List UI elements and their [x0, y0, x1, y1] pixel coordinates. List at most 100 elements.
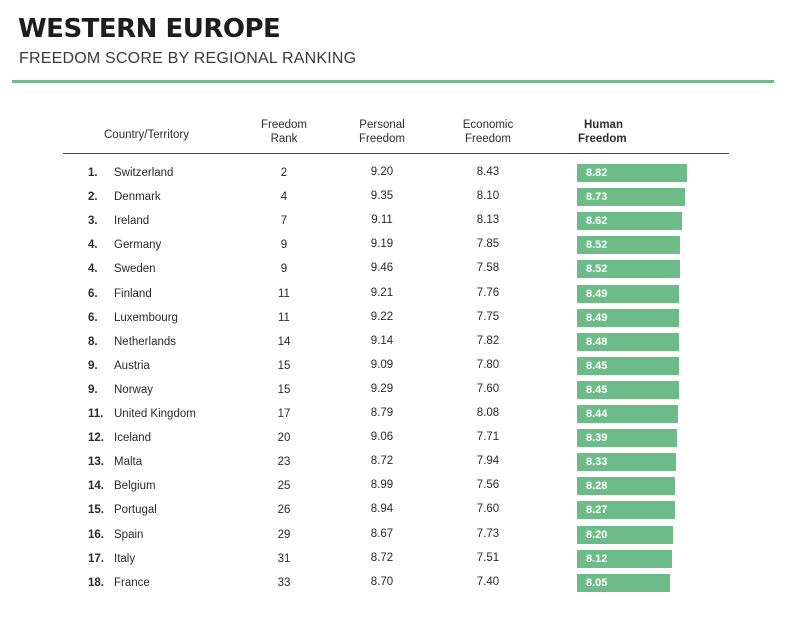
row-country: Denmark — [114, 191, 161, 204]
header-economic-line1: Economic — [462, 119, 514, 131]
row-human-freedom: 8.45 — [586, 383, 608, 396]
row-human-freedom: 8.28 — [586, 480, 608, 493]
human-freedom-bar — [577, 501, 675, 520]
row-freedom-rank: 4 — [280, 191, 288, 204]
row-freedom-rank: 33 — [277, 576, 291, 589]
row-human-freedom: 8.73 — [586, 191, 608, 204]
row-economic-freedom: 7.56 — [476, 479, 500, 492]
row-rank: 11. — [88, 408, 104, 420]
row-country: Norway — [114, 383, 153, 396]
row-personal-freedom: 8.72 — [370, 551, 394, 564]
human-freedom-bar — [577, 549, 672, 568]
row-economic-freedom: 7.85 — [476, 238, 500, 251]
row-personal-freedom: 8.70 — [370, 575, 394, 588]
table-row: 12. Iceland 20 9.06 7.71 8.39 — [0, 428, 786, 452]
row-country: Spain — [114, 528, 144, 541]
header-economic-line2: Freedom — [464, 133, 512, 145]
row-country: France — [114, 576, 150, 589]
row-country: Belgium — [114, 480, 156, 493]
row-human-freedom: 8.44 — [586, 408, 608, 420]
row-rank: 4. — [88, 263, 98, 276]
table-row: 6. Finland 11 9.21 7.76 8.49 — [0, 284, 786, 308]
row-economic-freedom: 8.10 — [476, 190, 500, 203]
header-economic-freedom: Economic Freedom — [453, 118, 523, 146]
row-rank: 6. — [88, 287, 98, 300]
row-country: Ireland — [114, 215, 150, 228]
row-human-freedom: 8.82 — [586, 167, 608, 179]
row-economic-freedom: 8.43 — [476, 166, 500, 178]
row-economic-freedom: 7.58 — [476, 262, 500, 275]
header-personal-line1: Personal — [359, 119, 405, 131]
row-rank: 3. — [88, 215, 98, 228]
page-subtitle: FREEDOM SCORE BY REGIONAL RANKING — [19, 50, 357, 67]
row-economic-freedom: 7.80 — [476, 358, 500, 371]
row-economic-freedom: 7.40 — [476, 575, 500, 588]
header-freedom-rank-line1: Freedom — [260, 119, 308, 131]
title-divider — [12, 80, 774, 83]
row-freedom-rank: 20 — [277, 432, 291, 445]
row-human-freedom: 8.45 — [586, 359, 608, 372]
row-country: Luxembourg — [114, 311, 178, 324]
row-freedom-rank: 11 — [278, 311, 290, 324]
row-freedom-rank: 9 — [280, 263, 288, 276]
row-rank: 4. — [88, 239, 98, 252]
row-freedom-rank: 14 — [277, 335, 291, 348]
row-economic-freedom: 7.71 — [476, 431, 500, 444]
row-country: Sweden — [114, 263, 156, 276]
row-rank: 9. — [88, 359, 98, 372]
row-rank: 1. — [88, 167, 98, 179]
row-rank: 6. — [88, 311, 98, 324]
row-human-freedom: 8.39 — [586, 432, 608, 445]
header-personal-line2: Freedom — [358, 133, 406, 145]
human-freedom-bar — [577, 477, 675, 496]
row-personal-freedom: 9.46 — [370, 262, 394, 275]
row-human-freedom: 8.52 — [586, 239, 608, 252]
row-country: Portugal — [114, 504, 157, 517]
human-freedom-bar — [577, 429, 678, 448]
row-economic-freedom: 7.75 — [476, 310, 500, 323]
table-row: 17. Italy 31 8.72 7.51 8.12 — [0, 549, 786, 573]
human-freedom-bar — [577, 453, 677, 472]
row-country: Germany — [114, 239, 162, 252]
human-freedom-bar — [577, 332, 680, 351]
human-freedom-bar — [577, 164, 687, 182]
row-rank: 16. — [88, 528, 104, 541]
row-freedom-rank: 15 — [277, 359, 291, 372]
header-freedom-rank: Freedom Rank — [249, 118, 319, 146]
table-row: 16. Spain 29 8.67 7.73 8.20 — [0, 525, 786, 549]
row-rank: 13. — [88, 456, 104, 469]
row-personal-freedom: 9.09 — [370, 358, 394, 371]
row-country: Netherlands — [114, 335, 177, 348]
row-freedom-rank: 15 — [277, 383, 291, 396]
row-rank: 14. — [88, 480, 104, 493]
row-human-freedom: 8.05 — [586, 576, 608, 589]
row-human-freedom: 8.20 — [586, 528, 608, 541]
row-freedom-rank: 11 — [278, 287, 290, 300]
table-row: 4. Germany 9 9.19 7.85 8.52 — [0, 235, 786, 259]
row-personal-freedom: 9.29 — [370, 382, 394, 395]
row-human-freedom: 8.27 — [586, 504, 608, 517]
row-country: Iceland — [114, 432, 152, 445]
row-economic-freedom: 8.08 — [476, 407, 500, 419]
header-human-line1: Human — [584, 119, 623, 131]
row-rank: 17. — [88, 552, 104, 565]
table-row: 9. Austria 15 9.09 7.80 8.45 — [0, 356, 786, 380]
header-freedom-rank-line2: Rank — [270, 133, 298, 145]
row-rank: 12. — [88, 432, 104, 445]
row-rank: 15. — [88, 504, 104, 517]
human-freedom-bar — [577, 308, 680, 327]
row-freedom-rank: 9 — [280, 239, 288, 252]
row-country: Malta — [114, 456, 143, 469]
header-human-line2: Freedom — [578, 133, 627, 145]
table-row: 1. Switzerland 2 9.20 8.43 8.82 — [0, 163, 786, 187]
row-personal-freedom: 8.79 — [370, 407, 394, 419]
row-freedom-rank: 26 — [277, 504, 291, 517]
row-economic-freedom: 7.60 — [476, 503, 500, 516]
human-freedom-bar — [577, 573, 670, 592]
human-freedom-bar — [577, 380, 679, 399]
human-freedom-bar — [577, 284, 680, 303]
table-row: 18. France 33 8.70 7.40 8.05 — [0, 573, 786, 597]
human-freedom-bar — [577, 525, 674, 544]
row-human-freedom: 8.49 — [586, 311, 608, 324]
table-row: 14. Belgium 25 8.99 7.56 8.28 — [0, 476, 786, 500]
